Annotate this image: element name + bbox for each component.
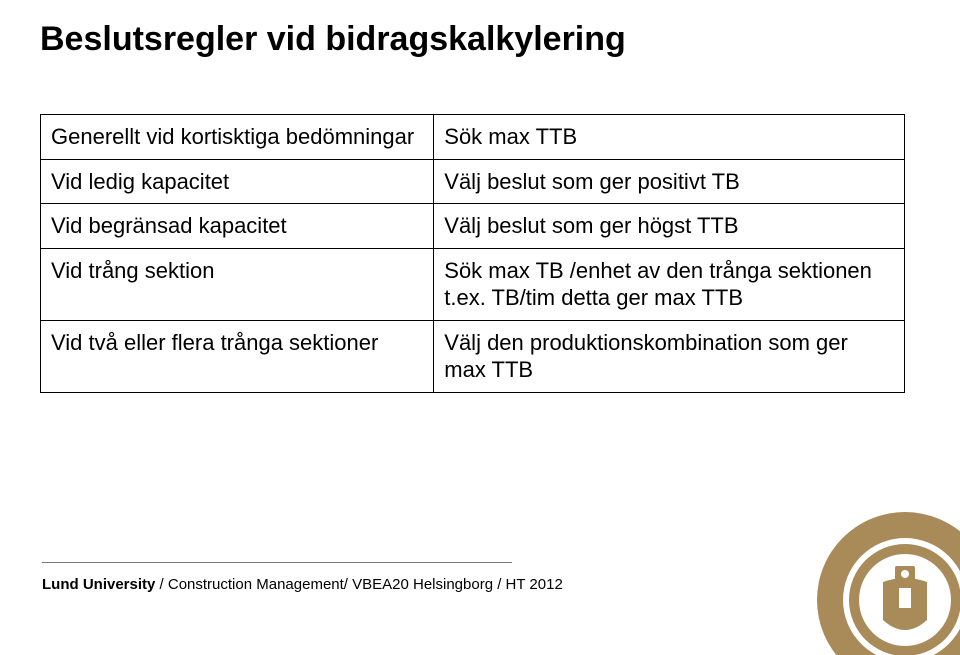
table-row: Vid ledig kapacitet Välj beslut som ger …	[41, 159, 905, 204]
table-cell-left: Generellt vid kortisktiga bedömningar	[41, 115, 434, 160]
table-row: Vid två eller flera trånga sektioner Väl…	[41, 320, 905, 392]
table-cell-left: Vid trång sektion	[41, 248, 434, 320]
table-cell-left: Vid ledig kapacitet	[41, 159, 434, 204]
footer-text: Lund University / Construction Managemen…	[42, 576, 563, 593]
footer-divider	[42, 562, 512, 563]
footer-bold: Lund University	[42, 576, 155, 593]
slide-title: Beslutsregler vid bidragskalkylering	[40, 20, 920, 59]
table-cell-right: Välj beslut som ger positivt TB	[434, 159, 905, 204]
footer-rest: / Construction Management/ VBEA20 Helsin…	[155, 576, 562, 593]
table-cell-right: Välj den produktionskombination som ger …	[434, 320, 905, 392]
table-row: Generellt vid kortisktiga bedömningar Sö…	[41, 115, 905, 160]
table-cell-right: Välj beslut som ger högst TTB	[434, 204, 905, 249]
rules-table: Generellt vid kortisktiga bedömningar Sö…	[40, 114, 905, 393]
table-cell-right: Sök max TB /enhet av den trånga sektione…	[434, 248, 905, 320]
table-cell-left: Vid två eller flera trånga sektioner	[41, 320, 434, 392]
table-cell-left: Vid begränsad kapacitet	[41, 204, 434, 249]
table-row: Vid begränsad kapacitet Välj beslut som …	[41, 204, 905, 249]
table-cell-right: Sök max TTB	[434, 115, 905, 160]
slide: Beslutsregler vid bidragskalkylering Gen…	[0, 0, 960, 655]
university-seal-icon: · SIGILL · RVMQVE ·	[810, 505, 960, 655]
table-row: Vid trång sektion Sök max TB /enhet av d…	[41, 248, 905, 320]
